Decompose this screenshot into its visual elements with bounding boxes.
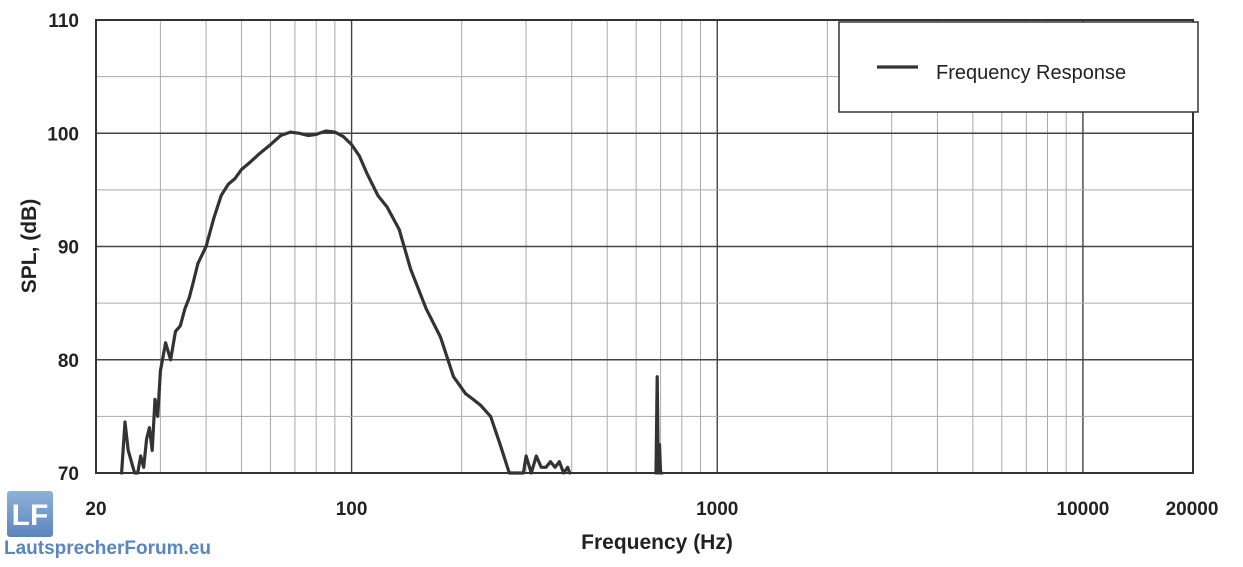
- y-axis-label: SPL, (dB): [18, 199, 41, 294]
- x-tick-label: 20000: [1166, 499, 1219, 520]
- x-tick-label: 10000: [1057, 499, 1110, 520]
- watermark-site-name: LautsprecherForum.eu: [4, 538, 211, 559]
- y-tick-label: 90: [58, 238, 79, 259]
- y-tick-label: 80: [58, 351, 79, 372]
- y-tick-labels: 70 80 90 100 110: [47, 11, 79, 485]
- legend: Frequency Response: [838, 21, 1199, 113]
- grid: [96, 20, 1193, 473]
- x-tick-labels: 20 100 1000 10000 20000: [85, 499, 1218, 520]
- y-tick-label: 110: [48, 11, 79, 32]
- x-axis-label: Frequency (Hz): [581, 531, 733, 554]
- x-tick-label: 100: [336, 499, 368, 520]
- x-tick-label: 20: [85, 499, 106, 520]
- y-tick-label: 100: [47, 124, 79, 145]
- legend-entry-frequency-response: Frequency Response: [936, 62, 1126, 84]
- frequency-response-line: [120, 129, 664, 475]
- lautsprecherforum-logo: LF: [7, 491, 53, 537]
- plot-frame: [95, 19, 1194, 474]
- x-tick-label: 1000: [696, 499, 738, 520]
- svg-text:LF: LF: [12, 499, 49, 532]
- y-tick-label: 70: [58, 464, 79, 485]
- lf-logo-icon: LF: [12, 499, 49, 532]
